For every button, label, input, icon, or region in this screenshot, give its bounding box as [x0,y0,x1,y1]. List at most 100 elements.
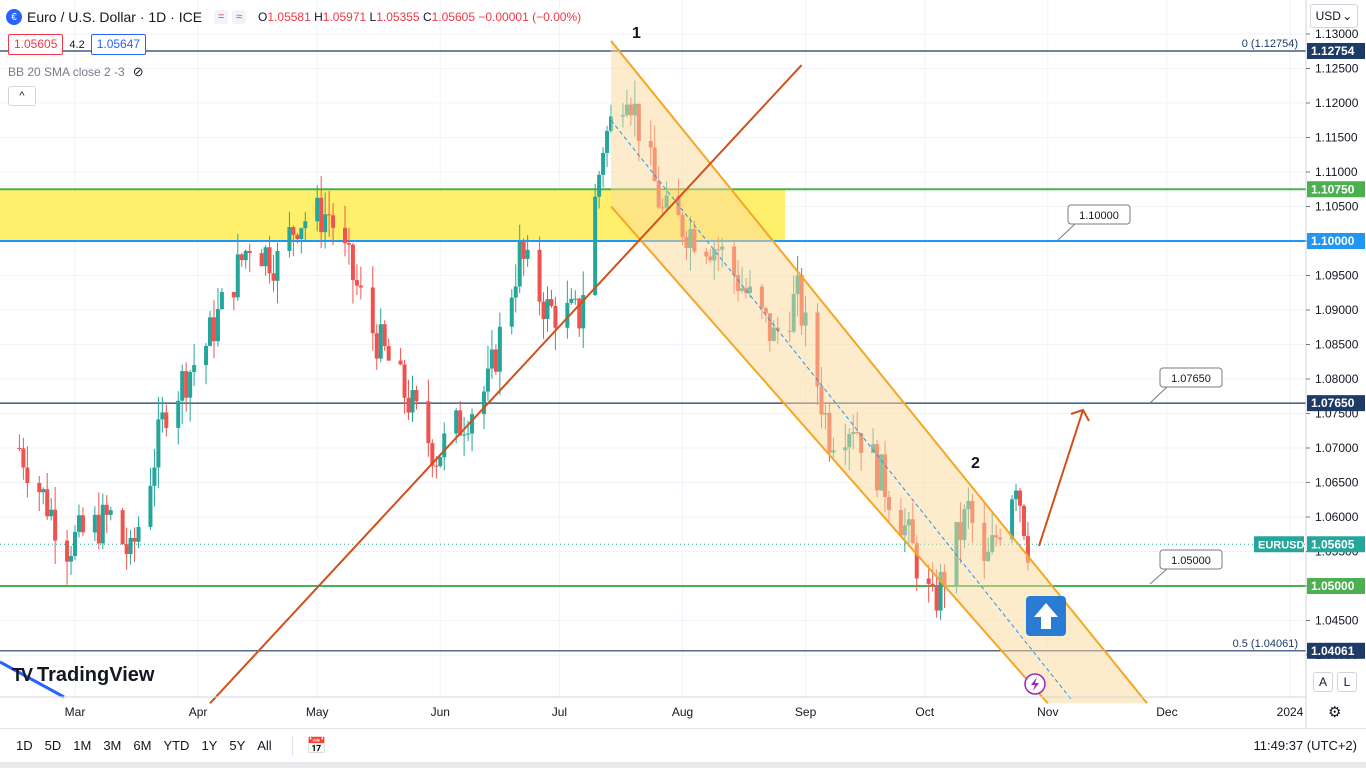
eye-off-icon[interactable]: ⊘ [132,64,144,79]
candle-body [350,244,355,281]
price-callout [1067,204,1131,225]
y-tick-label: 1.09500 [1315,269,1359,283]
candle-body [398,360,403,365]
bottom-toolbar: 1D 5D 1M 3M 6M YTD 1Y 5Y All 📅 11:49:37 … [0,728,1366,762]
candle-body [104,504,109,515]
candle-body [525,249,530,259]
y-tick-label: 1.12500 [1315,62,1359,76]
level-price-tag-label: 1.04061 [1311,644,1355,658]
candle-body [80,515,85,533]
candle-body [204,345,209,366]
channel-upper-rail [610,40,1148,704]
range-3m[interactable]: 3M [103,738,122,753]
y-tick-label: 1.08000 [1315,372,1359,386]
candle-body [549,299,554,306]
channel-midline [610,119,1073,701]
candle-body [219,292,224,310]
price-axis-panel [1306,0,1366,728]
candle-body [148,485,153,527]
level-price-tag [1307,181,1365,198]
range-1d[interactable]: 1D [16,738,33,753]
candle-body [370,287,375,334]
auto-scale-button[interactable]: A [1313,672,1333,692]
level-price-tag [1307,642,1365,659]
range-5y[interactable]: 5Y [229,738,246,753]
candle-body [49,509,54,517]
range-1m[interactable]: 1M [73,738,92,753]
x-tick-label: Apr [189,705,208,719]
candle-body [184,371,189,398]
range-1y[interactable]: 1Y [201,738,218,753]
euro-flag-icon: € [6,9,22,25]
candle-body [434,465,439,467]
candle-body [593,196,598,296]
candle-body [275,250,280,281]
y-tick-label: 1.11500 [1315,131,1358,145]
tradingview-logo[interactable]: TV TradingView [12,664,154,687]
logo-text: TradingView [37,664,155,686]
projection-arrow-head [1070,408,1090,422]
clock[interactable]: 11:49:37 (UTC+2) [1253,738,1357,753]
candle-body [1021,505,1026,537]
candle-body [517,241,522,287]
candle-body [124,544,129,555]
candle-body [108,510,113,515]
buy-button[interactable]: 1.05647 [90,34,147,55]
callout-pointer [1057,222,1077,241]
candle-body [76,515,81,532]
candle-body [128,537,133,555]
wave-label-1: 1 [632,25,641,42]
currency-select[interactable]: USD ⌄ [1310,4,1358,28]
compare-toggle[interactable]: = ≈ [214,10,247,24]
candle-body [100,504,105,544]
x-tick-label: Jul [552,705,567,719]
spread-value: 4.2 [69,38,85,51]
candle-body [208,317,212,346]
level-price-tag [1307,578,1365,594]
candle-body [331,215,336,228]
candle-body [180,371,185,401]
range-6m[interactable]: 6M [133,738,152,753]
chevron-down-icon: ⌄ [1342,9,1353,23]
symbol-tag [1254,536,1304,553]
gear-icon[interactable]: ⚙ [1328,704,1342,721]
price-callout-label: 1.05000 [1171,555,1211,567]
candle-body [235,254,240,298]
candle-body [410,390,415,413]
sell-button[interactable]: 1.05605 [8,34,64,55]
candle-body [92,514,97,533]
symbol-title[interactable]: Euro / U.S. Dollar · 1D · ICE [27,9,203,25]
log-scale-button[interactable]: L [1337,672,1357,692]
candle-body [259,253,264,267]
calendar-icon[interactable]: 📅 [291,735,327,756]
candle-body [65,540,70,562]
candle-body [346,243,351,245]
candle-body [25,467,30,484]
candle-body [323,214,328,233]
candle-body [1018,490,1022,506]
indicator-legend[interactable]: BB 20 SMA close 2 -3 ⊘ [8,64,144,80]
range-5d[interactable]: 5D [44,738,62,753]
candle-body [513,286,518,298]
candle-body [271,273,276,281]
candles [17,80,1030,620]
candle-body [69,556,74,562]
equals-icon[interactable]: = [214,10,229,24]
range-all[interactable]: All [257,738,272,753]
candle-body [565,302,570,328]
candle-body [247,250,252,254]
wave-icon[interactable]: ≈ [232,10,247,24]
candle-body [545,299,550,319]
candle-body [1014,490,1019,500]
candle-body [160,412,165,420]
candle-body [497,326,502,372]
range-ytd[interactable]: YTD [163,738,190,753]
blue-trendline [0,660,65,699]
ohlc-values: O1.05581 H1.05971 L1.05355 C1.05605 −0.0… [258,10,582,24]
price-callout [1159,549,1223,570]
level-price-tag [1307,395,1365,412]
candle-body [509,297,514,327]
collapse-legend-button[interactable]: ^ [8,86,36,106]
level-price-tag-label: 1.10000 [1311,234,1355,248]
